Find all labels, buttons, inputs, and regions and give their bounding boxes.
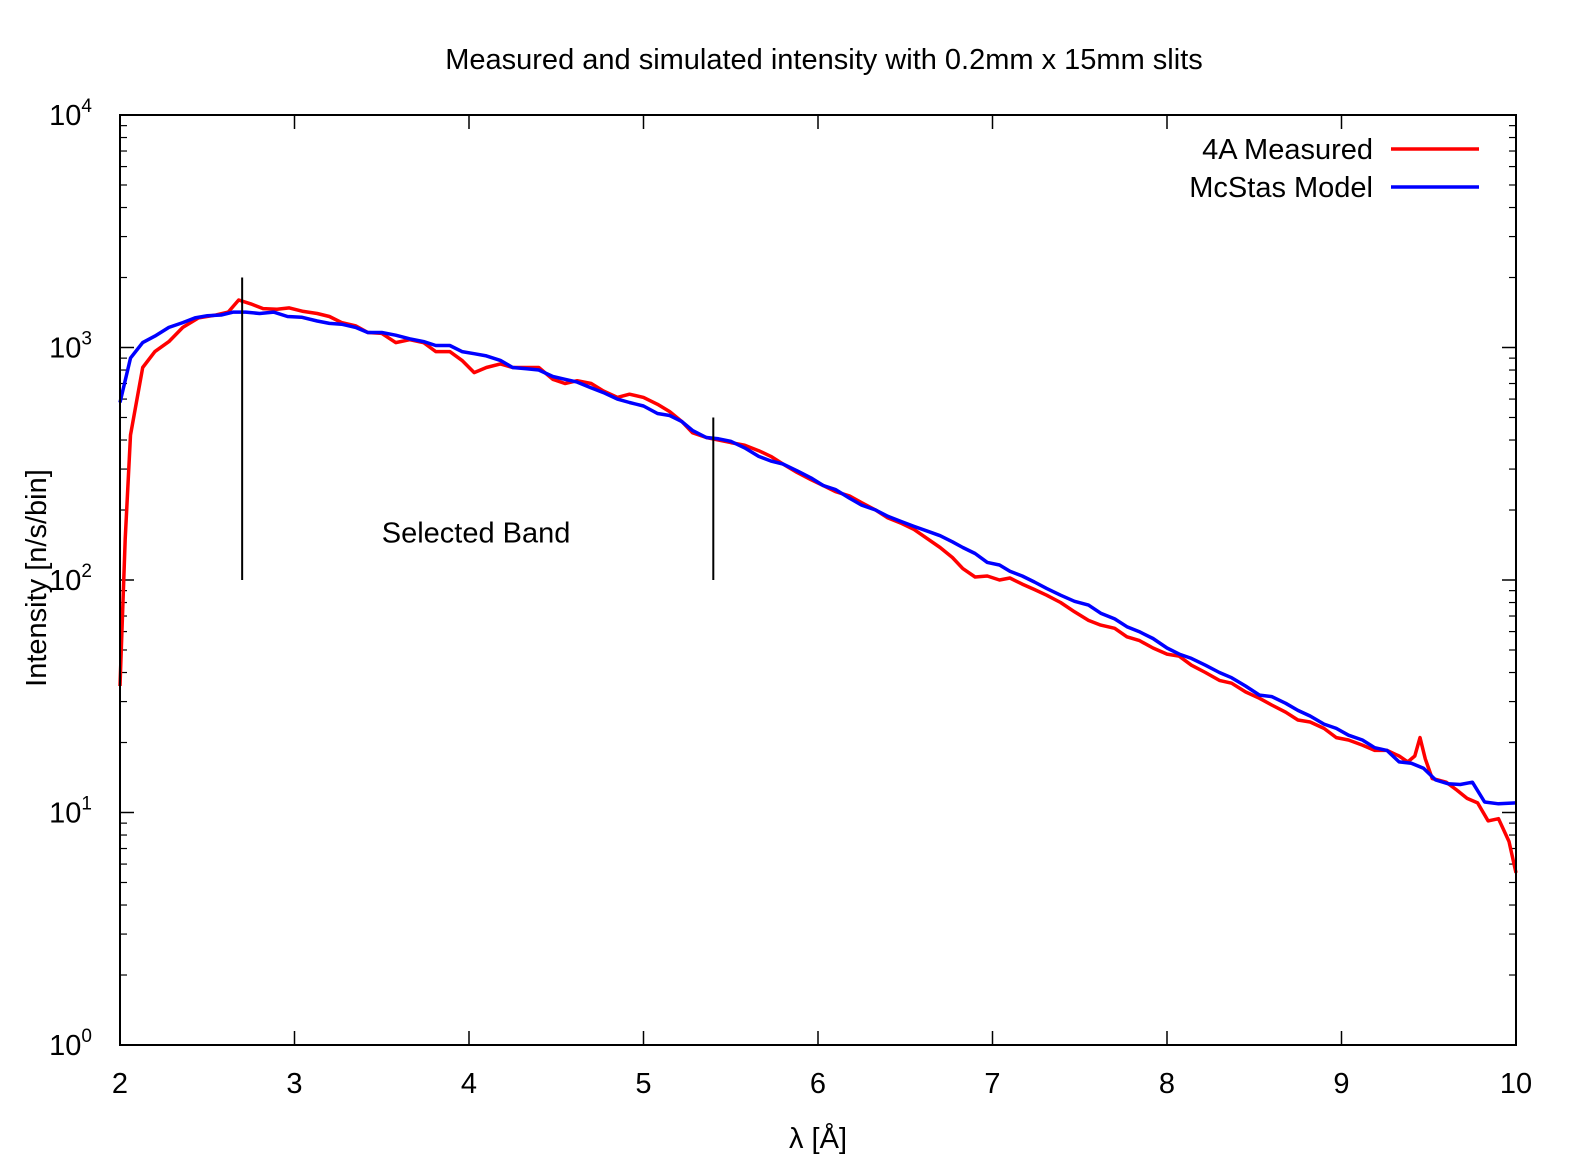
y-tick-exponent: 1: [81, 794, 92, 815]
y-tick-base: 10: [49, 333, 81, 365]
annotation-selected-band: Selected Band: [382, 517, 571, 549]
y-tick-label: 101: [49, 794, 92, 830]
x-tick-label: 5: [635, 1068, 651, 1100]
x-tick-label: 8: [1159, 1068, 1175, 1100]
y-axis-label: Intensity [n/s/bin]: [21, 469, 53, 687]
x-tick-label: 6: [810, 1068, 826, 1100]
y-tick-label: 102: [49, 561, 92, 597]
y-tick-label: 103: [49, 329, 92, 365]
y-tick-exponent: 2: [81, 561, 92, 582]
x-axis-ticks: 2 3 4 5 6 7 8 9 10: [112, 115, 1532, 1100]
y-tick-exponent: 0: [81, 1026, 92, 1047]
legend: 4A Measured McStas Model: [1189, 134, 1479, 204]
y-tick-exponent: 4: [81, 96, 92, 117]
y-tick-base: 10: [49, 1030, 81, 1062]
x-tick-label: 9: [1333, 1068, 1349, 1100]
annotation-layer: Selected Band: [382, 517, 571, 549]
y-tick-base: 10: [49, 798, 81, 830]
plot-frame: [119, 114, 1517, 1046]
series-layer: [118, 298, 1518, 874]
x-tick-label: 3: [286, 1068, 302, 1100]
x-tick-label: 4: [461, 1068, 477, 1100]
legend-label-measured: 4A Measured: [1202, 134, 1373, 166]
band-markers: [241, 277, 715, 580]
y-tick-label: 100: [49, 1026, 92, 1062]
x-tick-label: 2: [112, 1068, 128, 1100]
y-tick-base: 10: [49, 100, 81, 132]
series-line-measured: [118, 298, 1518, 874]
y-tick-base: 10: [49, 565, 81, 597]
series-line-model: [118, 310, 1517, 806]
y-tick-label: 104: [49, 96, 92, 132]
x-tick-label: 10: [1500, 1068, 1532, 1100]
legend-label-model: McStas Model: [1189, 172, 1373, 204]
x-tick-label: 7: [984, 1068, 1000, 1100]
chart-title: Measured and simulated intensity with 0.…: [445, 44, 1203, 76]
x-axis-label: λ [Å]: [789, 1122, 847, 1155]
y-tick-exponent: 3: [81, 329, 92, 350]
